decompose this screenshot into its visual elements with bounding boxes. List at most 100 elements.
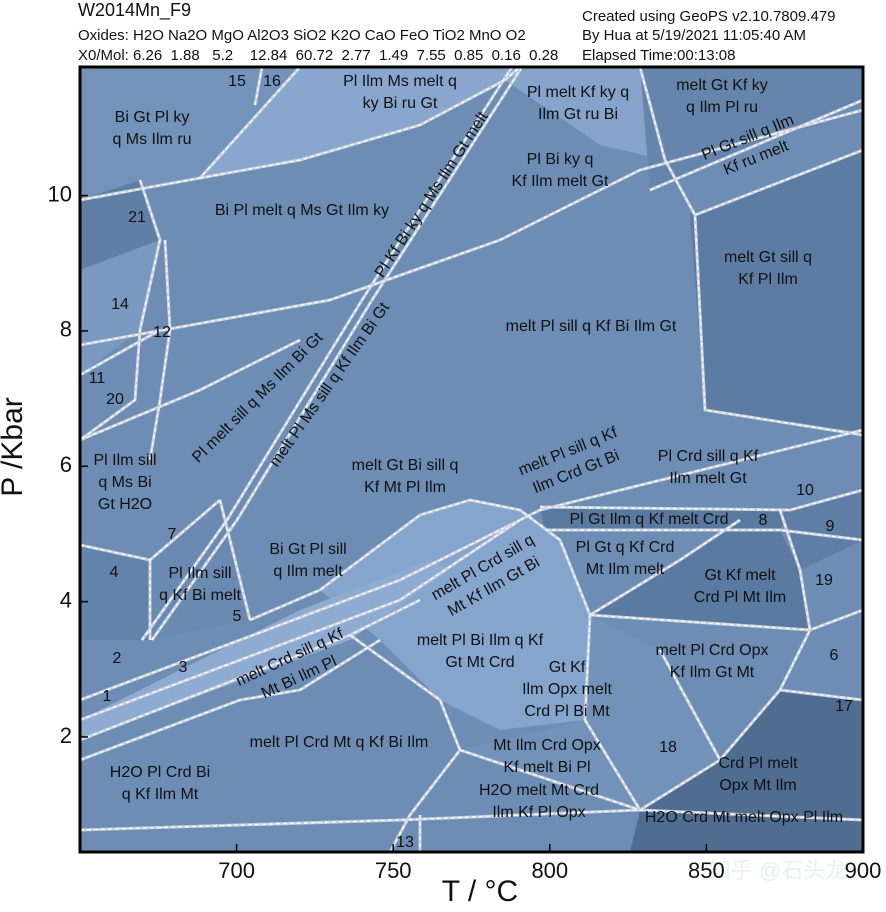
field <box>200 67 520 178</box>
field-label: melt Pl Bi Ilm q Kf Gt Mt Crd <box>417 632 544 671</box>
field-label-line: melt Pl Crd Opx <box>656 642 769 659</box>
boundary-dash <box>459 689 781 811</box>
field-label-line: 15 <box>228 73 246 90</box>
field-label-line: q Kf Ilm Mt <box>122 786 199 803</box>
field <box>540 507 790 530</box>
boundary-dash <box>80 429 863 701</box>
field-label-line: Kf melt Bi Pl <box>503 759 590 776</box>
x-tick-label: 850 <box>688 858 725 883</box>
field <box>320 500 590 730</box>
title: W2014Mn_F9 <box>78 0 191 21</box>
field <box>505 67 665 160</box>
field-boundaries <box>80 67 863 852</box>
field-label-line: Pl Gt q Kf Crd <box>576 539 675 556</box>
field-label-line: 4 <box>110 564 119 581</box>
x-tick-label: 900 <box>845 858 882 883</box>
field-label-line: 18 <box>659 739 677 756</box>
field-label-line: q Ilm Pl ru <box>686 99 758 116</box>
field-label: melt Pl Crd Mt q Kf Bi Ilm <box>250 734 429 751</box>
field-label-line: Gt Mt Crd <box>445 654 514 671</box>
field-label-line: Pl Bi ky q <box>527 151 594 168</box>
field-label: melt Gt Bi sill q Kf Mt Pl Ilm <box>352 457 459 496</box>
field-label-line: H2O melt Mt Crd <box>479 782 599 799</box>
boundary-dash <box>80 329 161 376</box>
boundary-dash <box>589 519 741 616</box>
field-label: 14 <box>111 296 129 313</box>
field-label: 16 <box>263 73 281 90</box>
field-label: melt Gt Kf ky q Ilm Pl ru <box>676 77 768 116</box>
boundary-dash <box>80 179 161 441</box>
field-label-line: Crd Pl melt <box>718 755 798 772</box>
field-label-line: Pl Ilm sill <box>93 452 156 469</box>
field-label: Crd Pl melt Opx Mt Ilm <box>718 755 798 794</box>
field-label-line: Kf Pl Ilm <box>738 271 798 288</box>
field-label-line: 11 <box>89 370 106 387</box>
plot-frame <box>78 65 865 854</box>
field-label: melt Pl sill q Kf Bi Ilm Gt <box>506 318 677 335</box>
boundary-dash <box>249 499 591 721</box>
boundary <box>80 808 863 832</box>
field-label-line: 17 <box>835 698 853 715</box>
x-tick-label: 750 <box>375 858 412 883</box>
field-label-line: Kf Mt Pl Ilm <box>364 479 446 496</box>
field-label: Gt Kf Ilm Opx melt Crd Pl Bi Mt <box>522 659 612 720</box>
field-label: 17 <box>835 698 853 715</box>
field-label-line: 7 <box>168 526 177 543</box>
field <box>640 67 863 190</box>
field-label: 7 <box>168 526 177 543</box>
field-label-line: Pl Crd sill q Kf <box>658 448 759 465</box>
field-label-line: Ilm Opx melt <box>522 681 612 698</box>
field-label-line: 8 <box>759 512 768 529</box>
field-label-line: 21 <box>128 209 146 226</box>
field-label-line: Crd Pl Mt Ilm <box>694 589 786 606</box>
field-label-line: melt Gt sill q <box>724 249 812 266</box>
field-label-line: 12 <box>153 324 171 341</box>
field-label: H2O Pl Crd Bi q Kf Ilm Mt <box>110 764 210 803</box>
header-text: X0/Mol: 6.26 1.88 5.2 12.84 60.72 2.77 1… <box>78 47 558 64</box>
header-text: By Hua at 5/19/2021 11:05:40 AM <box>582 27 806 44</box>
field-label: Pl melt Kf ky q Ilm Gt ru Bi <box>527 84 629 123</box>
field-label: 18 <box>659 739 677 756</box>
x-axis-title: T / °C <box>442 875 518 907</box>
field-label-line: 10 <box>796 482 814 499</box>
field-label-line: Gt H2O <box>98 496 152 513</box>
boundary-dash <box>141 67 513 641</box>
field-label-line: Pl melt Kf ky q <box>527 84 629 101</box>
field-label-line: H2O Pl Crd Bi <box>110 764 210 781</box>
field-label: 3 <box>179 659 188 676</box>
field-label: Pl Ilm sill q Ms Bi Gt H2O <box>93 452 156 513</box>
field-label: Pl Bi ky q Kf Ilm melt Gt <box>512 151 609 190</box>
field-label: 20 <box>106 391 124 408</box>
boundary-dash <box>80 519 521 721</box>
field-label-line: melt Pl Bi Ilm q Kf <box>417 632 544 649</box>
field-label-line: melt Gt Bi sill q <box>352 457 459 474</box>
y-tick-label: 8 <box>60 317 72 342</box>
field-label-line: Ilm melt Gt <box>669 470 747 487</box>
field-label-line: Kf Ilm Gt Mt <box>670 664 755 681</box>
field-label-line: 14 <box>111 296 129 313</box>
field <box>590 520 810 630</box>
boundary-dash <box>151 67 523 641</box>
field-label: Pl Ilm Ms melt q ky Bi ru Gt <box>343 73 457 112</box>
x-tick-label: 800 <box>531 858 568 883</box>
field-label-line: 20 <box>106 391 124 408</box>
boundary-dash <box>80 109 863 346</box>
boundary-dash <box>149 239 171 461</box>
field-label: Pl Crd sill q Kf Ilm melt Gt <box>658 448 759 487</box>
field-label-line: Mt Ilm Crd Opx <box>493 737 601 754</box>
field-label: 12 <box>153 324 171 341</box>
field-base <box>80 67 863 852</box>
field-label: melt Pl Crd Opx Kf Ilm Gt Mt <box>656 642 769 681</box>
field-label: melt Gt sill q Kf Pl Ilm <box>724 249 812 288</box>
boundary-dash <box>199 67 521 179</box>
field-label-line: q Ms Ilm ru <box>112 131 191 148</box>
field-label: Bi Pl melt q Ms Gt Ilm ky <box>215 202 389 219</box>
field-label-line: Kf Ilm melt Gt <box>512 173 609 190</box>
field <box>80 545 150 640</box>
watermark: 知乎 @石头龙 <box>709 858 847 883</box>
field <box>80 67 300 200</box>
field-label-line: 16 <box>263 73 281 90</box>
boundary-dash <box>545 529 863 541</box>
boundary-dash <box>779 509 863 701</box>
field-label: Pl Gt q Kf Crd Mt Ilm melt <box>576 539 675 578</box>
